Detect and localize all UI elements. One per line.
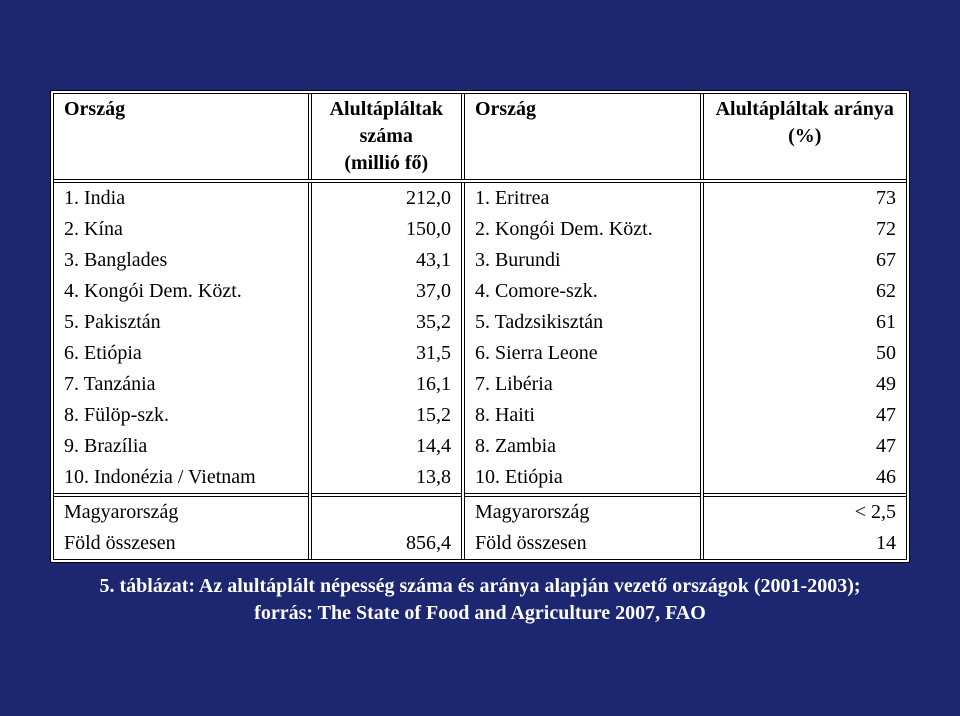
header-text: (millió fő) [344,152,428,174]
caption-line: 5. táblázat: Az alultáplált népesség szá… [99,575,860,597]
header-text: Ország [64,98,125,120]
header-text: Alultápláltak száma [330,98,443,147]
country-left-cell: 1. India [54,181,310,214]
country-left-cell: Föld összesen [54,528,310,559]
value-left-cell: 212,0 [310,181,463,214]
value-left-cell: 150,0 [310,214,463,245]
table-caption: 5. táblázat: Az alultáplált népesség szá… [50,573,910,627]
country-left-cell: 2. Kína [54,214,310,245]
table-body: 1. India212,01. Eritrea732. Kína150,02. … [54,181,906,559]
table-row: 7. Tanzánia16,17. Libéria49 [54,369,906,400]
value-right-cell: 50 [702,338,907,369]
malnutrition-table: Ország Alultápláltak száma (millió fő) O… [54,94,906,559]
value-right-cell: 61 [702,307,907,338]
country-right-cell: 1. Eritrea [463,181,702,214]
value-left-cell: 43,1 [310,245,463,276]
table-row: Föld összesen856,4Föld összesen14 [54,528,906,559]
value-right-cell: 67 [702,245,907,276]
country-right-cell: 4. Comore-szk. [463,276,702,307]
country-right-cell: Föld összesen [463,528,702,559]
value-right-cell: 72 [702,214,907,245]
value-left-cell: 37,0 [310,276,463,307]
table-row: 1. India212,01. Eritrea73 [54,181,906,214]
table-row: MagyarországMagyarország< 2,5 [54,495,906,528]
table-row: 4. Kongói Dem. Közt.37,04. Comore-szk.62 [54,276,906,307]
header-text: Alultápláltak aránya [716,98,894,120]
country-right-cell: 5. Tadzsikisztán [463,307,702,338]
value-left-cell: 13,8 [310,462,463,495]
value-right-cell: 14 [702,528,907,559]
header-text: Ország [475,98,536,120]
value-left-cell: 15,2 [310,400,463,431]
country-right-cell: 3. Burundi [463,245,702,276]
country-right-cell: 7. Libéria [463,369,702,400]
country-right-cell: 8. Zambia [463,431,702,462]
country-right-cell: Magyarország [463,495,702,528]
value-left-cell: 16,1 [310,369,463,400]
table-row: 6. Etiópia31,56. Sierra Leone50 [54,338,906,369]
value-right-cell: 62 [702,276,907,307]
country-right-cell: 2. Kongói Dem. Közt. [463,214,702,245]
country-right-cell: 6. Sierra Leone [463,338,702,369]
value-left-cell: 14,4 [310,431,463,462]
table-row: 5. Pakisztán35,25. Tadzsikisztán61 [54,307,906,338]
table-row: 10. Indonézia / Vietnam13,810. Etiópia46 [54,462,906,495]
country-left-cell: 3. Banglades [54,245,310,276]
value-left-cell: 35,2 [310,307,463,338]
table-row: 9. Brazília14,48. Zambia47 [54,431,906,462]
value-left-cell: 856,4 [310,528,463,559]
country-right-cell: 10. Etiópia [463,462,702,495]
header-country-right: Ország [463,94,702,181]
value-right-cell: 73 [702,181,907,214]
header-country-left: Ország [54,94,310,181]
table-row: 8. Fülöp-szk.15,28. Haiti47 [54,400,906,431]
country-left-cell: 7. Tanzánia [54,369,310,400]
caption-line: forrás: The State of Food and Agricultur… [254,602,706,624]
country-left-cell: Magyarország [54,495,310,528]
value-left-cell: 31,5 [310,338,463,369]
country-left-cell: 9. Brazília [54,431,310,462]
table-row: 2. Kína150,02. Kongói Dem. Közt.72 [54,214,906,245]
value-right-cell: 49 [702,369,907,400]
header-value-right: Alultápláltak aránya (%) [702,94,907,181]
country-left-cell: 8. Fülöp-szk. [54,400,310,431]
country-left-cell: 5. Pakisztán [54,307,310,338]
country-left-cell: 10. Indonézia / Vietnam [54,462,310,495]
country-left-cell: 4. Kongói Dem. Közt. [54,276,310,307]
header-text: (%) [788,125,821,147]
value-right-cell: 47 [702,431,907,462]
value-left-cell [310,495,463,528]
country-left-cell: 6. Etiópia [54,338,310,369]
data-table-wrapper: Ország Alultápláltak száma (millió fő) O… [50,90,910,563]
value-right-cell: 46 [702,462,907,495]
table-row: 3. Banglades43,13. Burundi67 [54,245,906,276]
header-row: Ország Alultápláltak száma (millió fő) O… [54,94,906,181]
value-right-cell: < 2,5 [702,495,907,528]
header-value-left: Alultápláltak száma (millió fő) [310,94,463,181]
value-right-cell: 47 [702,400,907,431]
country-right-cell: 8. Haiti [463,400,702,431]
